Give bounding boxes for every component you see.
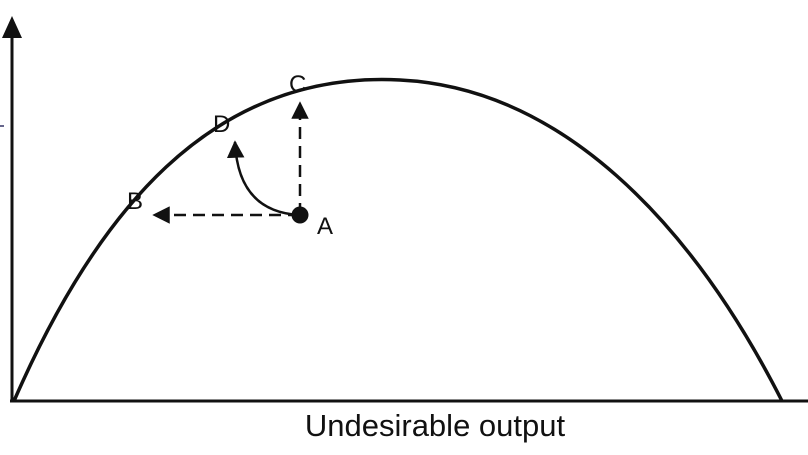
frontier-curve <box>12 77 784 402</box>
point-a-label: A <box>317 213 333 240</box>
point-c-label: C <box>289 71 306 98</box>
point-a <box>291 206 309 224</box>
x-axis-label: Undesirable output <box>305 408 566 443</box>
y-axis-arrow-icon <box>2 16 22 38</box>
arrow-a-to-d <box>226 140 301 217</box>
point-b-label: B <box>127 188 143 215</box>
point-d-label: D <box>213 111 230 138</box>
